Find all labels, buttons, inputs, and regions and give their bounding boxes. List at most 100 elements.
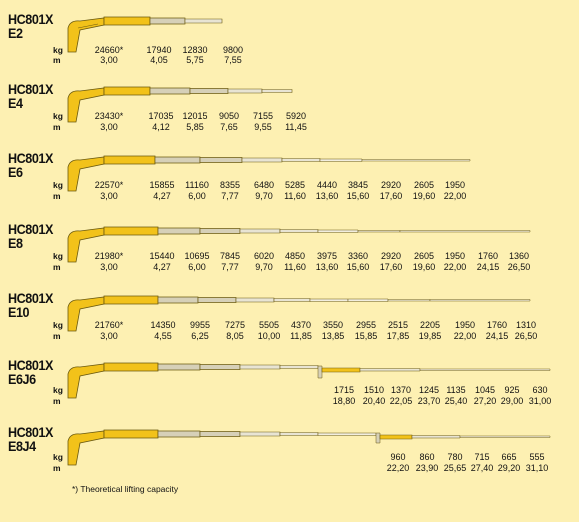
model-name: HC801X: [8, 81, 53, 97]
kg-value: 5505: [258, 320, 280, 330]
m-value: 11,60: [284, 191, 306, 201]
m-value: 13,60: [315, 262, 339, 272]
config-e2: HC801X E2 kg m 24660* 17940 12830 9800 3…: [0, 12, 579, 70]
model-label: HC801X E2: [8, 12, 53, 40]
model-label: HC801X E4: [8, 82, 53, 110]
m-value: 7,77: [221, 191, 239, 201]
m-value: 10,00: [257, 331, 281, 341]
m-value: 22,00: [443, 191, 467, 201]
model-variant: E4: [8, 95, 23, 111]
m-value: 9,55: [254, 122, 272, 132]
m-value: 19,60: [412, 262, 436, 272]
m-value: 3,00: [100, 331, 118, 341]
model-name: HC801X: [8, 221, 53, 237]
kg-value: 7155: [252, 111, 274, 121]
model-variant: E2: [8, 25, 23, 41]
m-value: 15,60: [346, 262, 370, 272]
m-value: 31,00: [528, 396, 552, 406]
kg-value: 1950: [444, 251, 466, 261]
m-value: 22,00: [443, 262, 467, 272]
unit-m: m: [53, 331, 61, 341]
crane-diagram: [67, 295, 531, 332]
model-name: HC801X: [8, 150, 53, 166]
kg-value: 4440: [316, 180, 338, 190]
model-label: HC801X E10: [8, 291, 53, 319]
kg-value: 3360: [347, 251, 369, 261]
m-value: 29,20: [497, 463, 521, 473]
kg-value: 5285: [284, 180, 306, 190]
config-e8: HC801X E8 kg m 21980* 15440 10695 7845 6…: [0, 222, 579, 282]
kg-value: 9050: [218, 111, 240, 121]
kg-value: 7845: [219, 251, 241, 261]
m-value: 7,55: [224, 55, 242, 65]
m-value: 5,75: [186, 55, 204, 65]
m-value: 17,60: [379, 262, 403, 272]
kg-value: 5920: [285, 111, 307, 121]
kg-value: 715: [474, 452, 490, 462]
kg-value: 23430*: [94, 111, 124, 121]
model-variant: E8: [8, 235, 23, 251]
m-value: 17,85: [386, 331, 410, 341]
kg-value: 12830: [182, 45, 208, 55]
unit-kg: kg: [53, 251, 63, 261]
config-e8j4: HC801X E8J4 kg m 960 860 780 715 665 555…: [0, 425, 579, 485]
kg-value: 1310: [515, 320, 537, 330]
kg-value: 1510: [363, 385, 385, 395]
kg-value: 1760: [486, 320, 508, 330]
kg-value: 2605: [413, 180, 435, 190]
kg-value: 2920: [380, 251, 402, 261]
unit-m: m: [53, 55, 61, 65]
unit-kg: kg: [53, 45, 63, 55]
kg-value: 6020: [253, 251, 275, 261]
kg-value: 17035: [148, 111, 174, 121]
m-value: 18,80: [332, 396, 356, 406]
m-value: 29,00: [500, 396, 524, 406]
m-value: 22,05: [389, 396, 413, 406]
kg-value: 17940: [146, 45, 172, 55]
unit-kg: kg: [53, 385, 63, 395]
m-value: 25,65: [443, 463, 467, 473]
m-value: 5,85: [186, 122, 204, 132]
kg-value: 22570*: [94, 180, 124, 190]
config-e4: HC801X E4 kg m 23430* 17035 12015 9050 7…: [0, 82, 579, 140]
m-value: 4,55: [154, 331, 172, 341]
m-value: 9,70: [255, 262, 273, 272]
kg-value: 630: [532, 385, 548, 395]
unit-m: m: [53, 463, 61, 473]
kg-value: 15855: [149, 180, 175, 190]
crane-diagram: [67, 226, 531, 263]
crane-diagram: [67, 16, 223, 53]
kg-value: 3975: [316, 251, 338, 261]
model-name: HC801X: [8, 357, 53, 373]
kg-value: 2205: [419, 320, 441, 330]
m-value: 19,85: [418, 331, 442, 341]
kg-value: 21980*: [94, 251, 124, 261]
config-e10: HC801X E10 kg m 21760* 14350 9955 7275 5…: [0, 291, 579, 351]
m-value: 3,00: [100, 262, 118, 272]
kg-value: 12015: [182, 111, 208, 121]
kg-value: 1045: [474, 385, 496, 395]
crane-diagram: [67, 86, 293, 123]
kg-value: 1950: [444, 180, 466, 190]
kg-value: 780: [447, 452, 463, 462]
kg-value: 1245: [418, 385, 440, 395]
m-value: 8,05: [226, 331, 244, 341]
kg-value: 2515: [387, 320, 409, 330]
kg-value: 8355: [219, 180, 241, 190]
kg-value: 2605: [413, 251, 435, 261]
model-label: HC801X E8: [8, 222, 53, 250]
m-value: 17,60: [379, 191, 403, 201]
kg-value: 1135: [446, 385, 466, 395]
m-value: 3,00: [100, 122, 118, 132]
model-label: HC801X E8J4: [8, 425, 53, 453]
m-value: 3,00: [100, 55, 118, 65]
crane-diagram: [67, 429, 551, 466]
kg-value: 3550: [322, 320, 344, 330]
model-variant: E10: [8, 304, 30, 320]
m-value: 24,15: [485, 331, 509, 341]
unit-kg: kg: [53, 111, 63, 121]
m-value: 4,05: [150, 55, 168, 65]
unit-m: m: [53, 396, 61, 406]
unit-kg: kg: [53, 180, 63, 190]
footnote: *) Theoretical lifting capacity: [72, 484, 179, 494]
